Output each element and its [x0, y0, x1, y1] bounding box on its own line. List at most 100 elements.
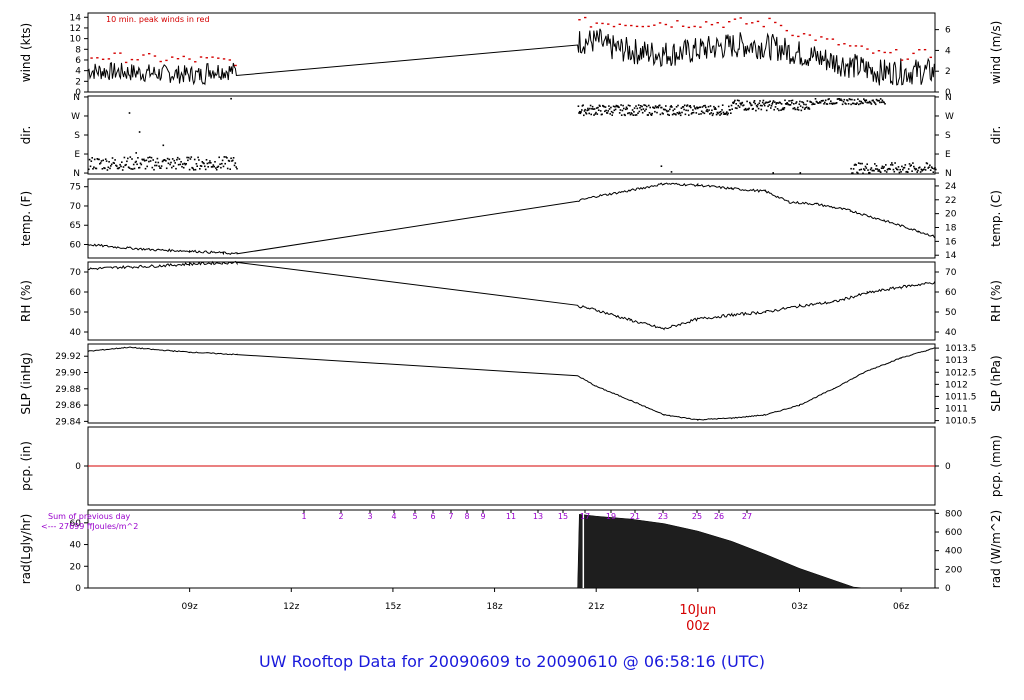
- dir-point: [582, 104, 584, 106]
- dir-point: [156, 157, 159, 160]
- dir-point: [639, 107, 641, 109]
- dir-point: [846, 99, 849, 102]
- dir-left-tick-label: N: [73, 169, 80, 179]
- dir-point: [690, 106, 692, 109]
- dir-point: [103, 167, 105, 169]
- dir-point: [88, 158, 91, 161]
- wind-peak-point: [762, 25, 765, 28]
- dir-point: [605, 109, 607, 112]
- rad-hour-mark: 7: [448, 512, 453, 521]
- dir-point: [206, 162, 209, 165]
- dir-point: [929, 169, 932, 171]
- dir-point: [888, 167, 890, 170]
- dir-point: [609, 113, 611, 115]
- dir-point: [890, 164, 892, 166]
- dir-point: [812, 102, 814, 105]
- dir-point: [604, 110, 606, 113]
- dir-point: [867, 101, 869, 104]
- dir-point: [852, 168, 855, 170]
- dir-point: [676, 112, 679, 114]
- slp-right-tick-label: 1013.5: [945, 344, 977, 354]
- dir-right-tick-label: S: [945, 131, 951, 141]
- dir-point: [893, 170, 896, 173]
- dir-point: [813, 103, 815, 105]
- wind-peak-point: [176, 58, 180, 60]
- dir-point: [841, 99, 843, 102]
- dir-point: [799, 105, 802, 107]
- dir-point: [612, 105, 615, 108]
- temp-ylabel-left: temp. (F): [19, 191, 33, 246]
- dir-point: [869, 168, 872, 171]
- dir-point: [787, 103, 790, 106]
- dir-point: [934, 167, 936, 169]
- dir-point: [763, 104, 766, 107]
- wind-peak-point: [595, 22, 598, 24]
- dir-point: [876, 168, 879, 170]
- dir-point: [780, 103, 783, 105]
- dir-point: [222, 165, 225, 168]
- dir-point: [785, 103, 788, 105]
- dir-point: [884, 170, 886, 172]
- dir-point: [637, 112, 639, 114]
- dir-point: [691, 112, 693, 114]
- wind-peak-point: [831, 38, 835, 40]
- dir-point: [706, 108, 708, 111]
- rh-right-tick-label: 60: [945, 288, 957, 298]
- dir-point: [161, 160, 164, 163]
- dir-point: [225, 156, 227, 158]
- dir-point: [867, 169, 869, 171]
- dir-point: [202, 162, 204, 164]
- dir-point: [792, 107, 794, 110]
- dir-point: [219, 163, 221, 165]
- dir-point: [210, 166, 213, 168]
- dir-point: [111, 157, 114, 159]
- dir-point: [189, 158, 192, 160]
- dir-point: [810, 101, 813, 103]
- dir-point: [137, 157, 139, 159]
- dir-point: [165, 160, 167, 162]
- dir-point: [879, 98, 882, 100]
- dir-point: [177, 163, 180, 166]
- dir-point: [91, 157, 93, 159]
- x-tick-label: 09z: [182, 602, 198, 612]
- dir-point: [815, 100, 818, 103]
- rh-left-tick-label: 40: [70, 328, 82, 338]
- dir-point: [125, 163, 127, 166]
- dir-point: [230, 97, 232, 100]
- dir-point: [675, 113, 677, 116]
- dir-point: [911, 170, 913, 172]
- rad-right-tick-label: 0: [945, 584, 951, 594]
- dir-point: [679, 114, 682, 117]
- dir-point: [681, 111, 683, 114]
- dir-point: [99, 163, 101, 165]
- dir-point: [587, 107, 589, 110]
- dir-point: [587, 109, 590, 111]
- dir-point: [614, 108, 617, 111]
- dir-point: [909, 165, 912, 167]
- dir-point: [919, 171, 922, 173]
- dir-point: [748, 107, 750, 110]
- wind-peak-point: [142, 54, 145, 56]
- dir-point: [224, 162, 226, 165]
- wind-peak-point: [584, 16, 587, 19]
- wind-peak-point: [664, 23, 668, 26]
- dir-point: [763, 103, 765, 105]
- wind-peak-point: [182, 55, 185, 58]
- wind-peak-point: [710, 23, 714, 26]
- dir-point: [732, 102, 735, 104]
- rad-right-tick-label: 200: [945, 565, 962, 575]
- dir-point: [612, 111, 614, 114]
- dir-point: [717, 112, 719, 115]
- dir-point: [226, 167, 229, 170]
- dir-point: [717, 105, 720, 108]
- dir-point: [217, 165, 220, 168]
- slp-right-tick-label: 1011.5: [945, 392, 977, 402]
- dir-point: [737, 104, 740, 107]
- rh-right-tick-label: 50: [945, 308, 957, 318]
- dir-point: [662, 113, 664, 115]
- dir-point: [806, 100, 809, 102]
- dir-point: [842, 100, 845, 103]
- dir-point: [758, 102, 761, 104]
- dir-point: [907, 168, 910, 170]
- dir-point: [168, 158, 171, 161]
